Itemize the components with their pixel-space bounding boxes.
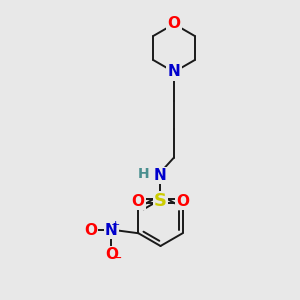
- Text: N: N: [154, 168, 167, 183]
- Text: O: O: [131, 194, 145, 208]
- Text: O: O: [105, 247, 118, 262]
- Text: −: −: [112, 252, 122, 265]
- Text: O: O: [84, 223, 97, 238]
- Text: O: O: [176, 194, 190, 208]
- Text: N: N: [105, 223, 118, 238]
- Text: N: N: [168, 64, 180, 80]
- Text: +: +: [111, 220, 120, 230]
- Text: O: O: [167, 16, 181, 32]
- Text: H: H: [138, 167, 150, 181]
- Text: S: S: [154, 192, 167, 210]
